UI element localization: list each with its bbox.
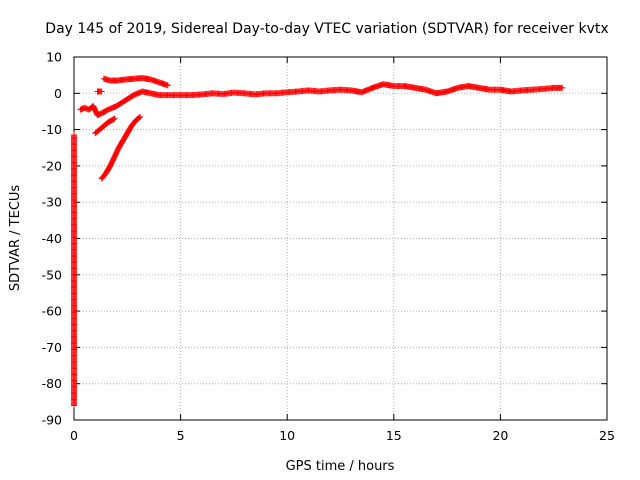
y-tick-label: -90 xyxy=(42,413,62,428)
x-tick-label: 25 xyxy=(599,428,615,443)
x-axis-label: GPS time / hours xyxy=(286,459,395,474)
x-tick-label: 20 xyxy=(492,428,508,443)
y-tick-label: -80 xyxy=(42,376,62,391)
y-tick-label: -30 xyxy=(42,195,62,210)
x-tick-label: 5 xyxy=(177,428,185,443)
data-point xyxy=(111,115,118,122)
y-tick-label: -10 xyxy=(42,122,62,137)
data-point xyxy=(137,113,144,120)
y-tick-label: -70 xyxy=(42,340,62,355)
chart-title: Day 145 of 2019, Sidereal Day-to-day VTE… xyxy=(45,21,608,37)
x-tick-label: 10 xyxy=(279,428,295,443)
x-tick-label: 15 xyxy=(386,428,402,443)
data-point xyxy=(110,116,117,123)
data-point xyxy=(164,82,171,89)
data-point xyxy=(559,84,566,91)
grid-lines xyxy=(74,57,607,420)
y-tick-label: 0 xyxy=(54,86,62,101)
x-tick-label: 0 xyxy=(70,428,78,443)
data-point xyxy=(136,114,143,121)
y-tick-label: -50 xyxy=(42,267,62,282)
data-point xyxy=(98,88,105,95)
axis-ticks: 0 5 10 15 20 25 10 0 -10 -20 -30 -40 -50 -60 -70 -80 -90 xyxy=(42,50,615,444)
data-points xyxy=(71,75,566,409)
y-tick-label: -60 xyxy=(42,304,62,319)
y-tick-label: 10 xyxy=(46,50,62,65)
y-tick-label: -20 xyxy=(42,158,62,173)
data-point xyxy=(71,402,77,409)
y-tick-label: -40 xyxy=(42,231,62,246)
y-axis-label: SDTVAR / TECUs xyxy=(8,185,23,292)
